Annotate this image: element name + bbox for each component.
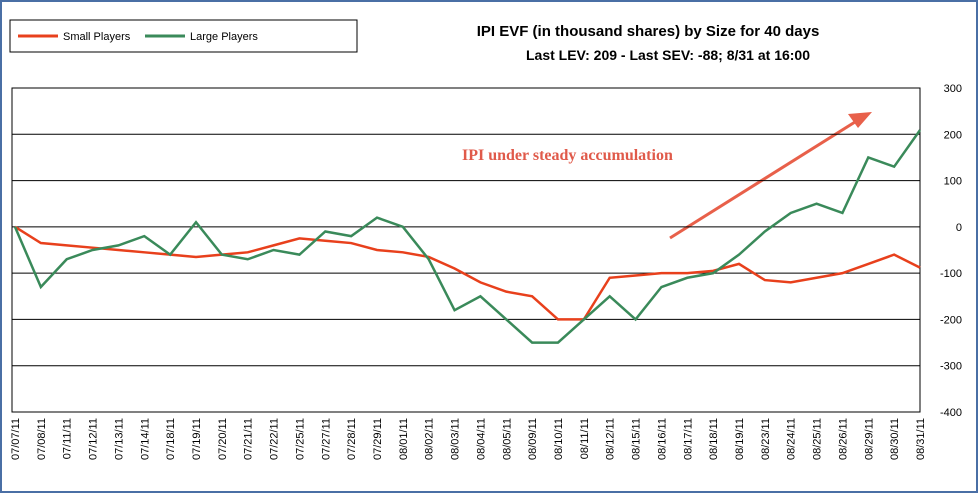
x-tick-label: 08/18/11 xyxy=(708,418,720,460)
x-tick-label: 07/14/11 xyxy=(139,418,151,460)
x-tick-label: 08/05/11 xyxy=(501,418,513,460)
x-tick-label: 07/21/11 xyxy=(243,418,255,460)
y-tick-label: -300 xyxy=(940,361,962,373)
x-tick-label: 08/25/11 xyxy=(812,418,824,460)
chart-subtitle: Last LEV: 209 - Last SEV: -88; 8/31 at 1… xyxy=(526,47,810,63)
x-tick-label: 08/01/11 xyxy=(398,418,410,460)
x-tick-label: 07/13/11 xyxy=(113,418,125,460)
y-tick-label: -100 xyxy=(940,268,962,280)
x-tick-label: 08/15/11 xyxy=(631,418,643,460)
legend-label: Small Players xyxy=(63,31,131,43)
x-tick-label: 07/27/11 xyxy=(320,418,332,460)
x-tick-label: 07/22/11 xyxy=(269,418,281,460)
x-tick-label: 07/08/11 xyxy=(36,418,48,460)
y-tick-label: 300 xyxy=(944,83,962,95)
x-tick-label: 07/28/11 xyxy=(346,418,358,460)
series-line xyxy=(14,225,921,321)
x-tick-label: 08/23/11 xyxy=(760,418,772,460)
x-tick-label: 08/31/11 xyxy=(915,418,927,460)
x-tick-label: 08/19/11 xyxy=(734,418,746,460)
arrow xyxy=(669,120,856,240)
y-tick-label: 200 xyxy=(944,129,962,141)
x-tick-label: 08/30/11 xyxy=(889,418,901,460)
x-tick-label: 08/26/11 xyxy=(837,418,849,460)
y-tick-label: 100 xyxy=(944,176,962,188)
x-tick-label: 07/20/11 xyxy=(217,418,229,460)
series-line xyxy=(13,129,922,344)
annotation: IPI under steady accumulation xyxy=(462,147,673,164)
chart-title: IPI EVF (in thousand shares) by Size for… xyxy=(477,23,820,40)
x-tick-label: 08/04/11 xyxy=(475,418,487,460)
legend-label: Large Players xyxy=(190,31,258,43)
x-tick-label: 07/18/11 xyxy=(165,418,177,460)
x-tick-label: 07/12/11 xyxy=(88,418,100,460)
x-tick-label: 07/25/11 xyxy=(294,418,306,460)
x-tick-label: 08/29/11 xyxy=(863,418,875,460)
y-tick-label: -200 xyxy=(940,314,962,326)
x-tick-label: 08/10/11 xyxy=(553,418,565,460)
x-tick-label: 08/03/11 xyxy=(450,418,462,460)
y-tick-label: 0 xyxy=(956,222,962,234)
x-tick-label: 08/02/11 xyxy=(424,418,436,460)
x-tick-label: 07/29/11 xyxy=(372,418,384,460)
x-tick-label: 08/16/11 xyxy=(656,418,668,460)
y-tick-label: -400 xyxy=(940,407,962,419)
x-tick-label: 07/19/11 xyxy=(191,418,203,460)
x-tick-label: 08/11/11 xyxy=(579,418,591,459)
x-tick-label: 08/24/11 xyxy=(786,418,798,460)
x-tick-label: 08/09/11 xyxy=(527,418,539,460)
arrowhead xyxy=(848,112,872,128)
x-tick-label: 08/17/11 xyxy=(682,418,694,460)
x-tick-label: 07/11/11 xyxy=(62,418,74,459)
x-tick-label: 08/12/11 xyxy=(605,418,617,460)
x-tick-label: 07/07/11 xyxy=(10,418,22,460)
